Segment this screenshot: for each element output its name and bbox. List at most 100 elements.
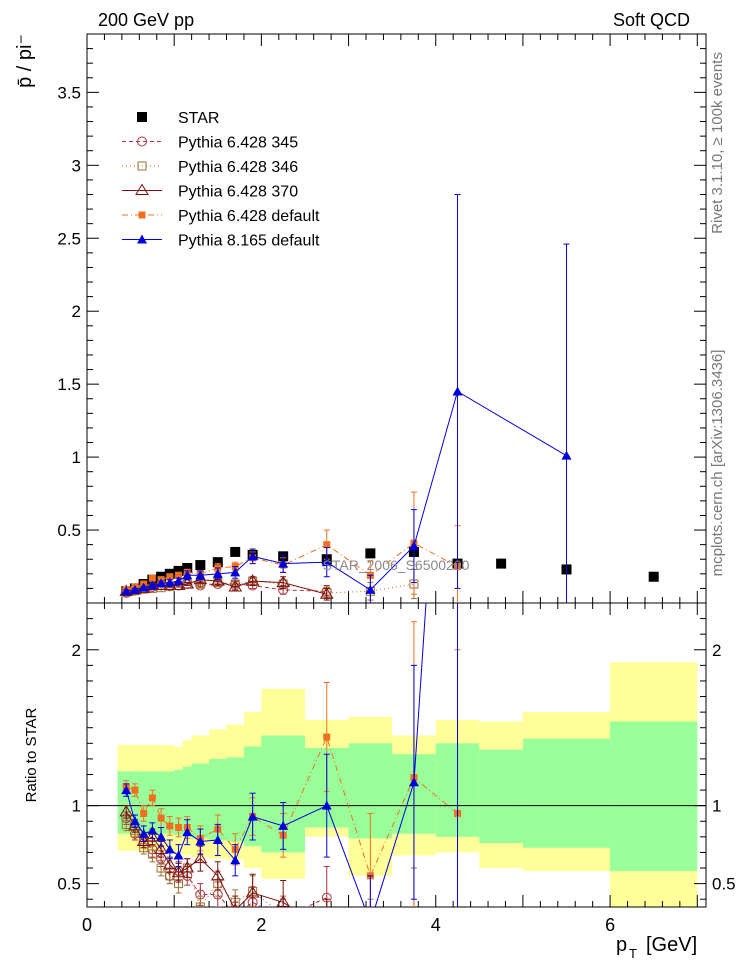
main-ytick-label: 1 — [72, 448, 81, 467]
ratio-line-p370 — [125, 811, 292, 907]
ratio-xtick-label: 0 — [82, 915, 92, 935]
legend-marker-p370 — [135, 183, 149, 195]
ratio-point-p8 — [408, 777, 419, 787]
analysis-watermark: STAR_2006_S6500200 — [323, 557, 470, 573]
ratio-xtick-label: 6 — [605, 915, 615, 935]
main-point-star — [496, 558, 507, 569]
ratio-point-p8 — [278, 820, 289, 830]
ratio-point-p8 — [164, 844, 175, 854]
legend-marker-p8 — [137, 234, 147, 244]
legend-entry-p346: Pythia 6.428 346 — [122, 159, 298, 176]
main-point-p370 — [228, 579, 243, 592]
main-point-p8 — [212, 568, 223, 578]
main-point-pdef — [175, 571, 183, 579]
ratio-point-p8 — [247, 811, 258, 821]
ratio-xtick-label: 4 — [431, 915, 441, 935]
main-point-pdef — [148, 574, 156, 582]
legend-marker-star — [137, 112, 147, 122]
ratio-point-pdef — [166, 822, 174, 830]
main-ytick-label: 2.5 — [57, 229, 81, 248]
ratio-point-p370 — [162, 857, 177, 870]
ratio-series-p8 — [121, 603, 459, 907]
main-ytick-label: 1.5 — [57, 375, 81, 394]
main-point-p370 — [180, 577, 195, 589]
ratio-point-p8 — [321, 800, 332, 810]
main-point-p8 — [230, 567, 241, 577]
legend-marker-pdef — [138, 211, 146, 219]
rivet-version-label: Rivet 3.1.10, ≥ 100k events — [709, 52, 726, 234]
ratio-point-p8 — [138, 828, 149, 838]
ratio-ytick-label: 2 — [72, 641, 81, 660]
header-left-label: 200 GeV pp — [98, 10, 194, 30]
ratio-point-p8 — [173, 850, 184, 860]
main-point-p8 — [365, 584, 376, 594]
ratio-point-p8 — [129, 816, 140, 826]
main-ytick-label: 2 — [72, 302, 81, 321]
ratio-point-p346 — [323, 926, 331, 934]
main-ytick-label: 3.5 — [57, 83, 81, 102]
legend-label-pdef: Pythia 6.428 default — [178, 208, 320, 225]
band-inner-segment — [209, 758, 227, 840]
band-inner-segment — [610, 721, 698, 872]
band-inner-segment — [522, 738, 611, 848]
main-point-p370 — [245, 574, 260, 586]
ratio-point-p370 — [145, 829, 160, 842]
ratio-plot-frame — [86, 602, 707, 908]
ratio-point-p370 — [321, 924, 333, 934]
legend-entry-p370: Pythia 6.428 370 — [122, 184, 298, 201]
ratio-xtick-label: 2 — [256, 915, 266, 935]
main-point-star — [212, 557, 223, 568]
band-inner-segment — [117, 771, 175, 834]
main-y-axis-label: p̄ / pi⁻ — [14, 34, 36, 88]
ratio-point-p370 — [245, 885, 260, 898]
header-right-label: Soft QCD — [613, 10, 690, 30]
legend-label-p370: Pythia 6.428 370 — [178, 184, 298, 201]
main-point-p8 — [278, 558, 289, 568]
ratio-series-p370 — [119, 804, 333, 934]
ratio-point-pdef — [148, 794, 156, 802]
legend-label-p8: Pythia 8.165 default — [178, 233, 320, 250]
series-layer — [119, 193, 659, 934]
ratio-point-p346 — [156, 863, 166, 873]
axes-frame: 0.5 1 1.5 2 2.5 3 3.5 0 2 4 6 0.5 0.5 1 1 2 2 — [57, 33, 736, 935]
main-point-p8 — [247, 551, 258, 561]
ratio-point-p346 — [410, 911, 418, 919]
main-point-p8 — [182, 570, 193, 580]
ratio-ytick-label-right: 1 — [712, 797, 721, 816]
ratio-point-pdef — [131, 786, 139, 794]
x-axis-label-p: p — [616, 934, 627, 956]
ratio-point-p346 — [121, 819, 131, 829]
ratio-point-p8 — [182, 827, 193, 837]
main-ytick-label: 0.5 — [57, 521, 81, 540]
ratio-point-p370 — [210, 868, 225, 881]
main-point-p8 — [129, 584, 140, 594]
legend-marker-p346 — [137, 161, 147, 171]
main-point-pdef — [323, 541, 331, 549]
legend-marker-p345 — [137, 136, 147, 147]
band-inner-segment — [479, 749, 523, 844]
main-point-star — [195, 560, 206, 571]
ratio-point-pdef — [323, 733, 331, 741]
ratio-bands — [117, 662, 698, 907]
ratio-point-p370 — [276, 895, 291, 907]
ratio-point-p346 — [195, 902, 205, 907]
main-point-p8 — [156, 578, 167, 588]
ratio-point-p370 — [119, 804, 134, 817]
ratio-point-p346 — [279, 911, 287, 919]
mcplots-label: mcplots.cern.ch [arXiv:1306.3436] — [709, 350, 726, 577]
band-inner-segment — [191, 763, 210, 839]
main-point-star — [230, 546, 241, 557]
main-point-p8 — [173, 576, 184, 586]
main-point-star — [182, 562, 193, 573]
main-point-p370 — [276, 575, 291, 588]
ratio-point-p345 — [231, 910, 240, 919]
ratio-point-p8 — [121, 785, 132, 795]
main-point-p8 — [561, 450, 572, 460]
main-point-p8 — [147, 580, 158, 590]
main-point-pdef — [166, 573, 174, 581]
ratio-ytick-label: 1 — [72, 797, 81, 816]
legend-label-star: STAR — [178, 110, 219, 127]
band-inner-segment — [174, 769, 183, 836]
